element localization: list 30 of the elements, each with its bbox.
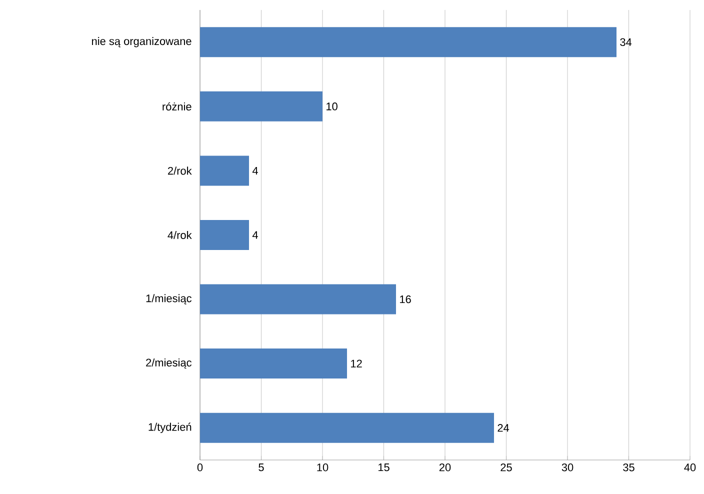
data-label: 4 (252, 166, 258, 174)
bar (200, 91, 323, 122)
bar (200, 220, 250, 250)
x-tick-label: 35 (623, 464, 634, 472)
y-tick-label: różnie (162, 102, 192, 111)
x-tick-label: 40 (684, 464, 696, 472)
y-tick-label: 1/miesiąc (146, 294, 192, 304)
x-tick-label: 5 (258, 464, 264, 472)
x-tick-label: 0 (197, 464, 203, 472)
bar (200, 27, 617, 58)
x-tick-label: 30 (562, 464, 574, 472)
x-tick-label: 20 (439, 464, 451, 472)
data-label: 4 (252, 231, 258, 239)
x-tick-label: 15 (378, 464, 390, 472)
data-label: 12 (351, 360, 362, 368)
y-tick-label: 2/miesiąc (146, 358, 192, 369)
bar (200, 412, 494, 443)
data-label: 34 (620, 38, 632, 46)
data-label: 16 (400, 295, 411, 304)
data-label: 10 (326, 102, 338, 110)
bar (200, 348, 348, 379)
y-tick-label: nie są organizowane (92, 37, 192, 48)
bar (200, 156, 250, 186)
y-tick-label: 1/tydzień (148, 422, 192, 434)
bar (200, 284, 396, 314)
x-tick-label: 25 (500, 464, 512, 472)
data-label: 24 (498, 424, 510, 432)
x-tick-label: 10 (317, 464, 328, 472)
y-tick-label: 4/rok (168, 230, 192, 240)
y-tick-label: 2/rok (168, 166, 192, 175)
